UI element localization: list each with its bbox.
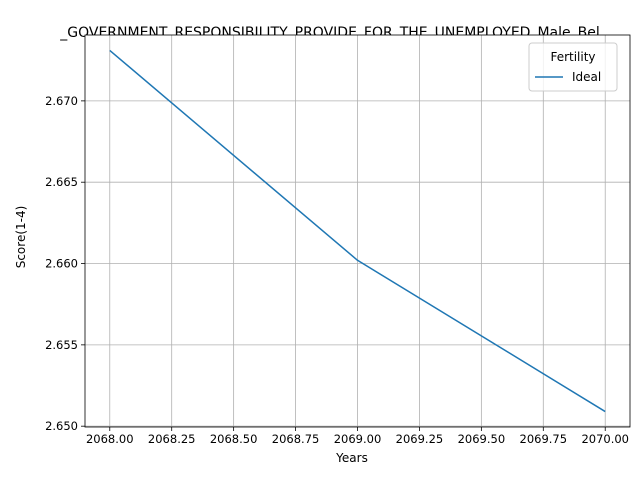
x-tick-label: 2069.25 bbox=[396, 432, 444, 446]
x-tick-label: 2068.00 bbox=[86, 432, 134, 446]
y-tick-label: 2.670 bbox=[45, 94, 78, 108]
y-tick-label: 2.660 bbox=[45, 257, 78, 271]
x-tick-label: 2069.00 bbox=[334, 432, 382, 446]
series-layer bbox=[109, 49, 606, 413]
x-tick-label: 2068.75 bbox=[272, 432, 320, 446]
legend-box bbox=[528, 42, 618, 92]
legend: Fertility Ideal bbox=[528, 42, 618, 92]
y-tick-label: 2.665 bbox=[45, 175, 78, 189]
x-tick-label: 2068.50 bbox=[210, 432, 258, 446]
y-axis: 2.650 2.655 2.660 2.665 2.670 bbox=[45, 94, 85, 433]
series-line-ideal bbox=[109, 49, 606, 413]
x-tick-label: 2070.00 bbox=[581, 432, 629, 446]
x-tick-label: 2068.25 bbox=[148, 432, 196, 446]
y-axis-label: Score(1-4) bbox=[14, 206, 28, 269]
legend-title: Fertility bbox=[550, 50, 595, 64]
x-axis: 2068.00 2068.25 2068.50 2068.75 2069.00 2069.… bbox=[86, 427, 629, 446]
x-axis-label: Years bbox=[335, 451, 368, 465]
legend-label-ideal: Ideal bbox=[572, 70, 601, 84]
x-tick-label: 2069.75 bbox=[520, 432, 568, 446]
y-tick-label: 2.650 bbox=[45, 419, 78, 433]
x-tick-label: 2069.50 bbox=[458, 432, 506, 446]
grid bbox=[85, 35, 630, 427]
y-tick-label: 2.655 bbox=[45, 338, 78, 352]
